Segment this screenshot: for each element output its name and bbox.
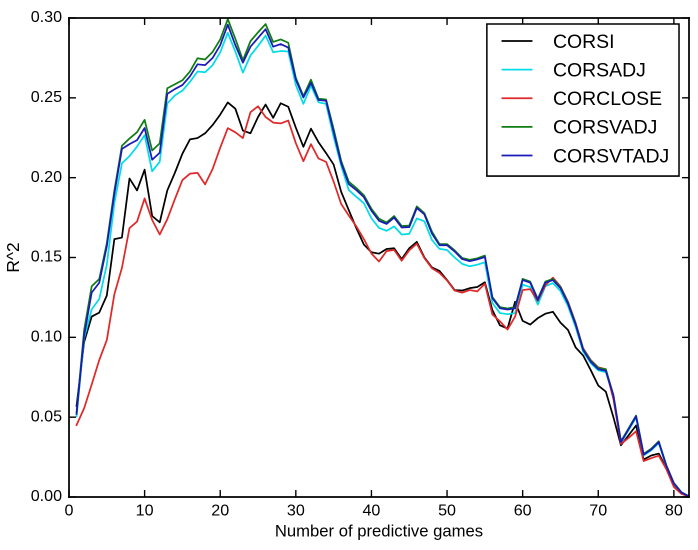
svg-text:CORSVADJ: CORSVADJ: [553, 117, 657, 139]
svg-text:R^2: R^2: [3, 242, 23, 272]
svg-text:0.30: 0.30: [31, 8, 62, 26]
svg-text:0.10: 0.10: [31, 327, 62, 345]
svg-text:CORSVTADJ: CORSVTADJ: [553, 145, 669, 167]
svg-text:0: 0: [65, 502, 74, 520]
svg-text:0.20: 0.20: [31, 168, 62, 186]
svg-text:70: 70: [589, 502, 607, 520]
svg-text:30: 30: [287, 502, 305, 520]
svg-text:0.05: 0.05: [31, 407, 62, 425]
svg-text:0.00: 0.00: [31, 487, 62, 505]
svg-text:40: 40: [362, 502, 380, 520]
svg-text:CORCLOSE: CORCLOSE: [553, 88, 662, 110]
svg-text:0.15: 0.15: [31, 248, 62, 266]
svg-text:50: 50: [438, 502, 456, 520]
svg-text:60: 60: [514, 502, 532, 520]
svg-text:CORSI: CORSI: [553, 31, 615, 53]
svg-text:0.25: 0.25: [31, 88, 62, 106]
svg-text:80: 80: [665, 502, 683, 520]
svg-text:CORSADJ: CORSADJ: [553, 59, 646, 81]
svg-text:Number of predictive games: Number of predictive games: [275, 522, 483, 541]
svg-text:10: 10: [136, 502, 154, 520]
svg-text:20: 20: [211, 502, 229, 520]
